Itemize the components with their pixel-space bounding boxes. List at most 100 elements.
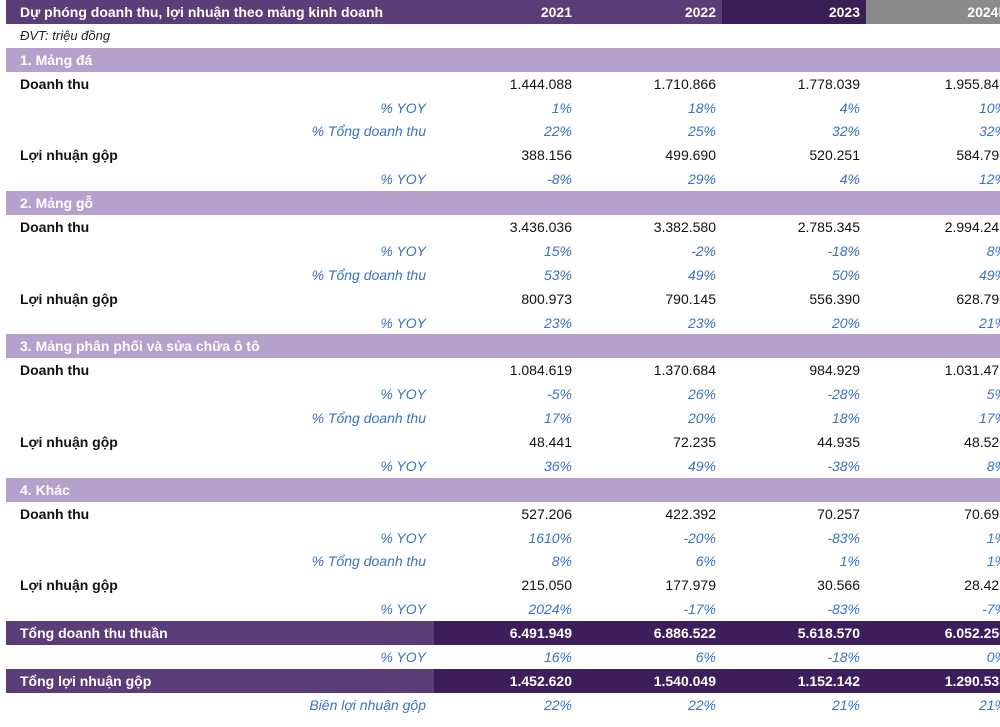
value-cell: 1.031.471 (944, 362, 1000, 379)
ratio-row: % Tổng doanh thu 17% 20% 18% 17% (6, 406, 1000, 430)
value-cell: 3.382.580 (653, 218, 716, 235)
ratio-row: % YOY 1610% -20% -83% 1% (6, 526, 1000, 550)
value-cell: 22% (543, 123, 572, 140)
value-cell: -20% (683, 529, 716, 546)
value-cell: 4% (839, 99, 860, 116)
value-cell: 984.929 (809, 362, 860, 379)
row-label: % YOY (380, 457, 426, 474)
ratio-row: % Tổng doanh thu 53% 49% 50% 49% (6, 263, 1000, 287)
value-cell: 20% (831, 314, 860, 331)
section-row: 3. Mảng phân phối và sửa chữa ô tô (6, 334, 1000, 359)
value-cell: 32% (831, 123, 860, 140)
year-2024f-header: 2024F (866, 0, 1000, 24)
value-cell: 6% (695, 553, 716, 570)
value-cell: 520.251 (809, 147, 860, 164)
ratio-row: % Tổng doanh thu 8% 6% 1% 1% (6, 549, 1000, 573)
value-cell: 29% (687, 171, 716, 188)
row-label: % YOY (380, 99, 426, 116)
value-cell: 1.452.620 (434, 668, 578, 693)
value-cell: 2024% (528, 601, 572, 618)
value-cell: 70.257 (817, 505, 860, 522)
table-title: Dự phóng doanh thu, lợi nhuận theo mảng … (6, 0, 434, 24)
row-label: % YOY (380, 171, 426, 188)
value-cell: 22% (543, 696, 572, 713)
row-label: % Tổng doanh thu (311, 123, 426, 140)
value-cell: 800.973 (521, 290, 572, 307)
value-cell: 1.290.535 (866, 668, 1000, 693)
unit-label: ĐVT: triệu đồng (20, 28, 111, 44)
value-cell: 70.696 (964, 505, 1000, 522)
value-cell: 790.145 (665, 290, 716, 307)
value-cell: 50% (831, 266, 860, 283)
value-cell: 17% (978, 410, 1000, 427)
value-cell: 12% (978, 171, 1000, 188)
row-label: Doanh thu (20, 362, 90, 379)
row-label: 1. Mảng đá (6, 47, 1000, 72)
value-cell: -83% (827, 601, 860, 618)
year-2021-header: 2021 (434, 0, 578, 24)
ratio-row: % YOY -5% 26% -28% 5% (6, 382, 1000, 406)
value-cell: -2% (691, 242, 716, 259)
value-cell: 6% (695, 648, 716, 665)
value-cell: 44.935 (817, 433, 860, 450)
value-cell: 388.156 (521, 147, 572, 164)
value-cell: 20% (687, 410, 716, 427)
value-cell: 5.618.570 (722, 621, 866, 646)
row-label: Tổng lợi nhuận gộp (6, 668, 434, 693)
row-label: Lợi nhuận gộp (20, 433, 118, 450)
value-cell: -18% (827, 242, 860, 259)
value-cell: -17% (683, 601, 716, 618)
ratio-row: % YOY -8% 29% 4% 12% (6, 167, 1000, 191)
row-label: Lợi nhuận gộp (20, 147, 118, 164)
value-cell: 32% (978, 123, 1000, 140)
total-row: Tổng doanh thu thuần 6.491.949 6.886.522 5.… (6, 621, 1000, 646)
row-label: % YOY (380, 314, 426, 331)
value-cell: 6.886.522 (578, 621, 722, 646)
row-label: 3. Mảng phân phối và sửa chữa ô tô (6, 334, 1000, 359)
value-cell: 8% (986, 457, 1000, 474)
value-cell: 18% (831, 410, 860, 427)
value-cell: 4% (839, 171, 860, 188)
row-label: % YOY (380, 242, 426, 259)
row-label: Tổng doanh thu thuần (6, 621, 434, 646)
value-cell: 1.084.619 (509, 362, 572, 379)
value-cell: 3.436.036 (509, 218, 572, 235)
value-cell: 17% (543, 410, 572, 427)
row-label: Doanh thu (20, 505, 90, 522)
metric-row: Doanh thu 3.436.036 3.382.580 2.785.345 2.99… (6, 215, 1000, 239)
value-cell: 215.050 (521, 577, 572, 594)
value-cell: 527.206 (521, 505, 572, 522)
value-cell: 6.052.256 (866, 621, 1000, 646)
value-cell: 22% (687, 696, 716, 713)
value-cell: -28% (827, 386, 860, 403)
value-cell: 21% (978, 314, 1000, 331)
value-cell: 6.491.949 (434, 621, 578, 646)
metric-row: Doanh thu 527.206 422.392 70.257 70.696 (6, 502, 1000, 526)
value-cell: 1% (986, 529, 1000, 546)
row-label: 4. Khác (6, 477, 1000, 502)
value-cell: 28.426 (964, 577, 1000, 594)
row-label: 2. Mảng gỗ (6, 191, 1000, 216)
row-label: % Tổng doanh thu (311, 266, 426, 283)
metric-row: Lợi nhuận gộp 800.973 790.145 556.390 628.79… (6, 287, 1000, 311)
value-cell: 1% (839, 553, 860, 570)
value-cell: 25% (687, 123, 716, 140)
value-cell: 2.994.246 (944, 218, 1000, 235)
ratio-row: Biên lợi nhuận gộp 22% 22% 21% 21% (6, 693, 1000, 717)
row-label: % Tổng doanh thu (311, 410, 426, 427)
value-cell: 18% (687, 99, 716, 116)
row-label: Doanh thu (20, 218, 90, 235)
value-cell: 422.392 (665, 505, 716, 522)
value-cell: 72.235 (673, 433, 716, 450)
forecast-table: Dự phóng doanh thu, lợi nhuận theo mảng … (6, 0, 1000, 717)
metric-row: Lợi nhuận gộp 48.441 72.235 44.935 48.520 (6, 430, 1000, 454)
value-cell: 49% (978, 266, 1000, 283)
value-cell: 23% (687, 314, 716, 331)
row-label: Doanh thu (20, 75, 90, 92)
value-cell: 1.540.049 (578, 668, 722, 693)
value-cell: 23% (543, 314, 572, 331)
ratio-row: % YOY 15% -2% -18% 8% (6, 239, 1000, 263)
value-cell: 0% (986, 648, 1000, 665)
ratio-row: % YOY 36% 49% -38% 8% (6, 454, 1000, 478)
value-cell: 49% (687, 266, 716, 283)
